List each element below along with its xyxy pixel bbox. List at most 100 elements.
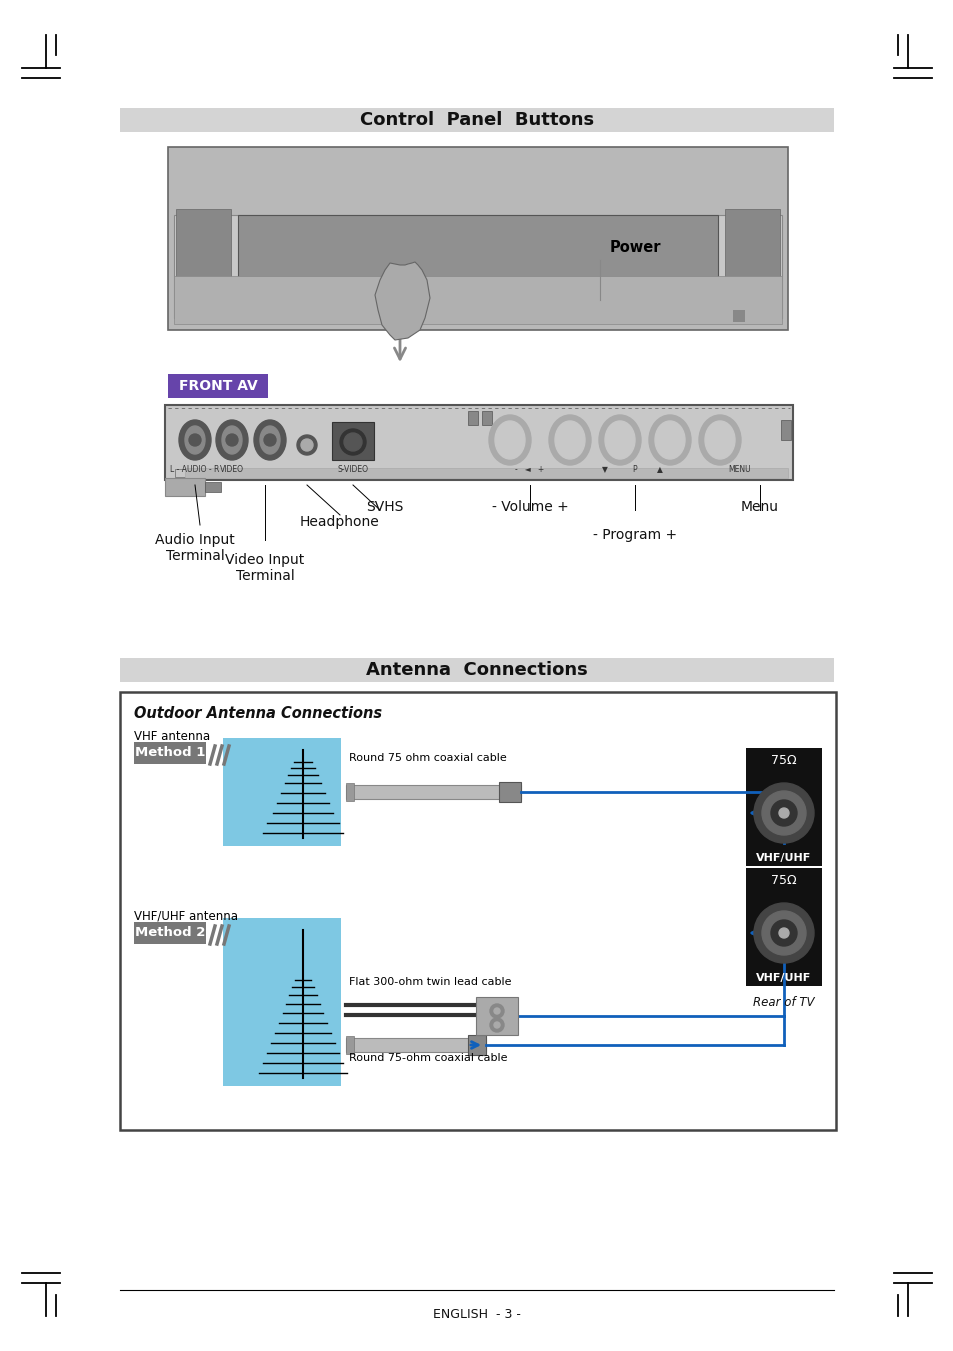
Bar [165, 405, 792, 480]
Bar [346, 1036, 354, 1054]
Text: VHF/UHF antenna: VHF/UHF antenna [133, 909, 237, 923]
Bar [724, 209, 780, 312]
Text: Headphone: Headphone [300, 515, 379, 530]
Bar [468, 411, 477, 426]
Ellipse shape [555, 422, 584, 459]
Bar [781, 420, 790, 440]
Ellipse shape [253, 420, 286, 459]
Text: Outdoor Antenna Connections: Outdoor Antenna Connections [133, 707, 382, 721]
Ellipse shape [648, 415, 690, 465]
Circle shape [189, 434, 201, 446]
Bar [223, 738, 340, 846]
Text: Video Input
Terminal: Video Input Terminal [225, 553, 304, 584]
Bar [168, 147, 787, 330]
Ellipse shape [548, 415, 590, 465]
Text: VHF/UHF: VHF/UHF [756, 852, 811, 863]
Text: ENGLISH  - 3 -: ENGLISH - 3 - [433, 1309, 520, 1321]
Ellipse shape [598, 415, 640, 465]
Circle shape [770, 920, 796, 946]
Polygon shape [375, 262, 430, 340]
Circle shape [761, 911, 805, 955]
Ellipse shape [699, 415, 740, 465]
Circle shape [339, 430, 366, 455]
Text: Flat 300-ohm twin lead cable: Flat 300-ohm twin lead cable [349, 977, 511, 988]
Ellipse shape [655, 422, 684, 459]
Ellipse shape [215, 420, 248, 459]
Text: P: P [632, 466, 637, 474]
Bar [174, 469, 216, 477]
Ellipse shape [495, 422, 524, 459]
Text: MENU: MENU [728, 466, 751, 474]
Text: 75Ω: 75Ω [770, 754, 796, 766]
Bar [732, 309, 744, 322]
Bar [745, 748, 821, 866]
Circle shape [494, 1008, 499, 1015]
Bar [120, 108, 833, 132]
Bar [332, 422, 374, 459]
Bar [346, 785, 520, 798]
Circle shape [490, 1019, 503, 1032]
Text: - Volume +: - Volume + [491, 500, 568, 513]
Circle shape [296, 435, 316, 455]
Ellipse shape [489, 415, 531, 465]
Circle shape [301, 439, 313, 451]
Text: ▼: ▼ [601, 466, 607, 474]
Ellipse shape [260, 426, 280, 454]
Bar [498, 782, 520, 802]
Bar [205, 482, 221, 492]
Text: Method 2: Method 2 [134, 927, 205, 939]
Text: Control  Panel  Buttons: Control Panel Buttons [359, 111, 594, 128]
Text: VIDEO: VIDEO [220, 466, 244, 474]
Text: Round 75 ohm coaxial cable: Round 75 ohm coaxial cable [349, 753, 506, 763]
Circle shape [490, 1004, 503, 1019]
Circle shape [226, 434, 237, 446]
Bar [223, 917, 340, 1086]
Bar [168, 374, 268, 399]
Text: FRONT AV: FRONT AV [178, 380, 257, 393]
Text: -   ◄   +: - ◄ + [515, 466, 544, 474]
Circle shape [753, 902, 813, 963]
Circle shape [344, 434, 361, 451]
Bar [346, 1038, 485, 1052]
Text: 75Ω: 75Ω [770, 874, 796, 886]
Bar [468, 1035, 485, 1055]
Text: S-VIDEO: S-VIDEO [337, 466, 368, 474]
Text: VHF antenna: VHF antenna [133, 730, 210, 743]
Ellipse shape [185, 426, 205, 454]
Ellipse shape [704, 422, 734, 459]
Text: Antenna  Connections: Antenna Connections [366, 661, 587, 680]
Bar [173, 276, 781, 324]
Ellipse shape [222, 426, 242, 454]
Bar [120, 692, 835, 1129]
Text: Rear of TV: Rear of TV [753, 875, 814, 889]
Text: VHF/UHF: VHF/UHF [756, 973, 811, 984]
Ellipse shape [179, 420, 211, 459]
Text: Method 1: Method 1 [134, 747, 205, 759]
Text: L - AUDIO - R: L - AUDIO - R [171, 466, 219, 474]
Bar [185, 467, 787, 478]
Text: Rear of TV: Rear of TV [753, 996, 814, 1008]
Bar [133, 742, 206, 765]
Ellipse shape [604, 422, 635, 459]
Text: Menu: Menu [740, 500, 779, 513]
Circle shape [761, 790, 805, 835]
Text: Power: Power [609, 240, 660, 255]
Bar [173, 215, 781, 317]
Text: - Program +: - Program + [593, 528, 677, 542]
Circle shape [779, 928, 788, 938]
Bar [237, 215, 718, 308]
Bar [165, 478, 205, 496]
Bar [120, 658, 833, 682]
Bar [133, 921, 206, 944]
Circle shape [264, 434, 275, 446]
Circle shape [753, 784, 813, 843]
Circle shape [494, 1021, 499, 1028]
Bar [481, 411, 492, 426]
Bar [346, 784, 354, 801]
Bar [745, 867, 821, 986]
Circle shape [779, 808, 788, 817]
Text: Audio Input
Terminal: Audio Input Terminal [155, 532, 234, 563]
Text: Round 75-ohm coaxial cable: Round 75-ohm coaxial cable [349, 1052, 507, 1063]
Text: SVHS: SVHS [366, 500, 403, 513]
Bar [476, 997, 517, 1035]
